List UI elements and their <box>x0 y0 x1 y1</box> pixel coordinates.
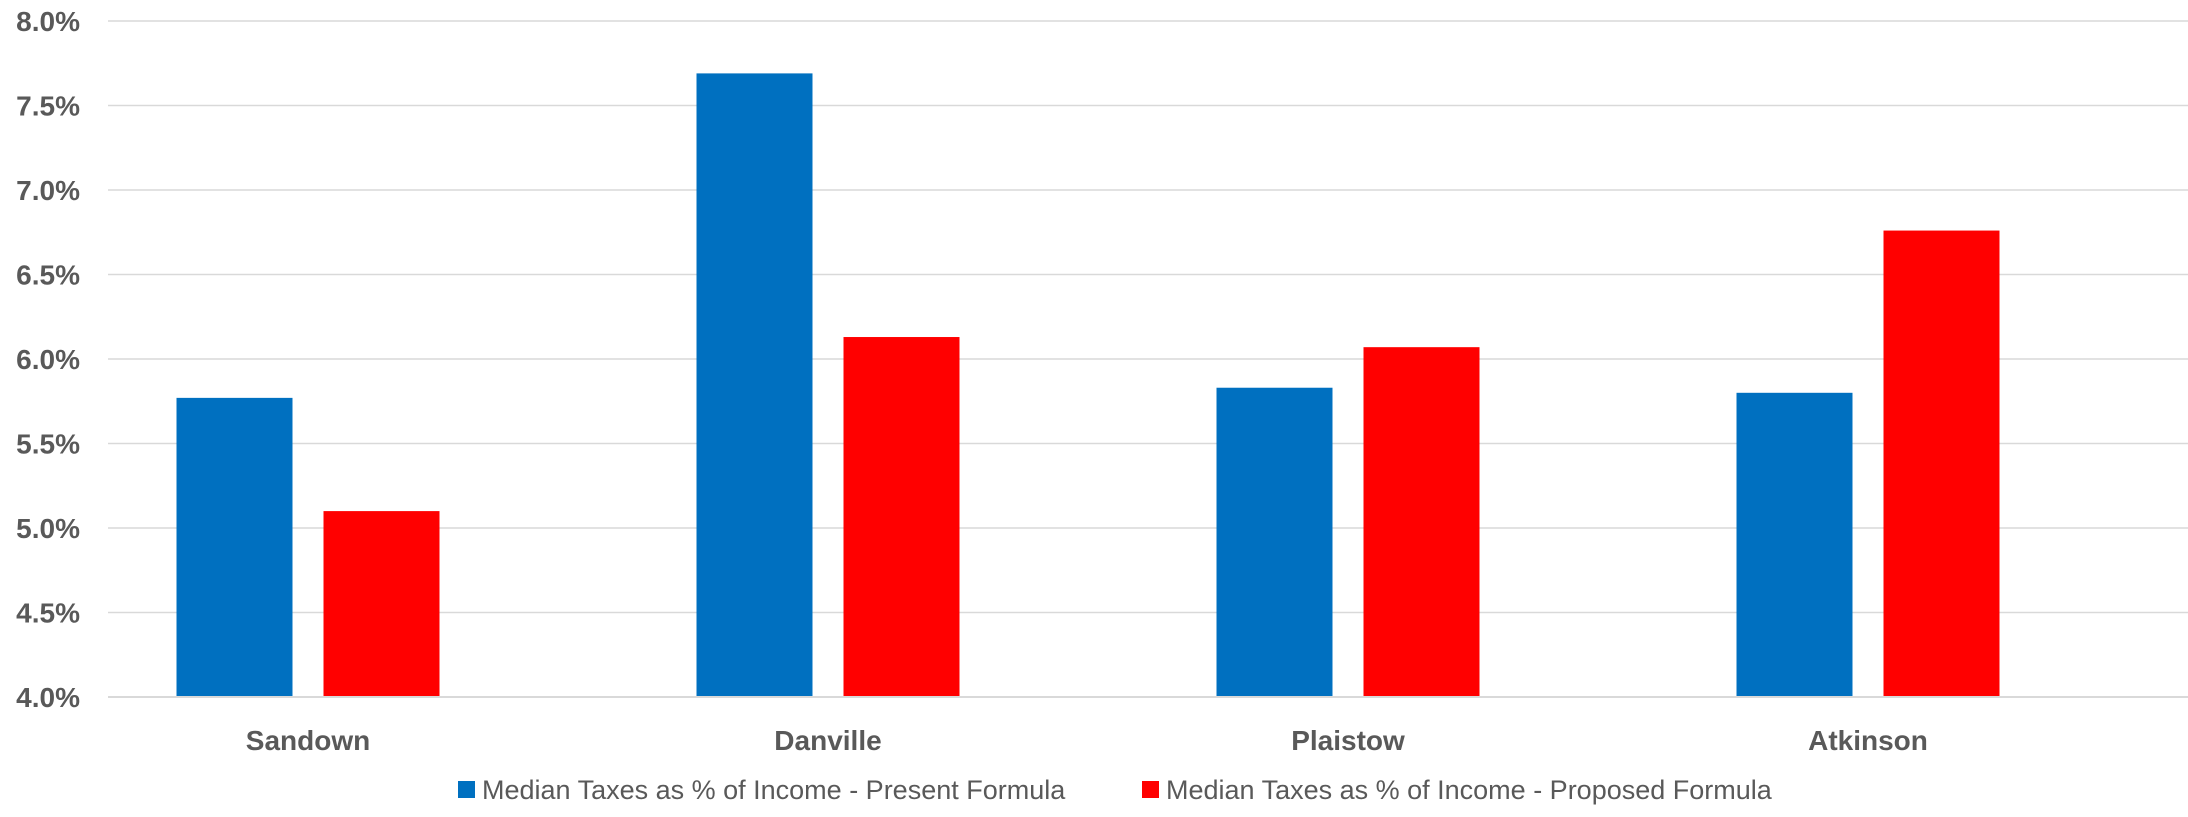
y-tick-label: 7.5% <box>16 91 80 122</box>
y-axis-ticks: 4.0% 4.5% 5.0% 5.5% 6.0% 6.5% 7.0% 7.5% 8.0% <box>16 6 80 713</box>
y-tick-label: 5.5% <box>16 429 80 460</box>
legend-label-series-2: Median Taxes as % of Income - Proposed F… <box>1166 775 1773 805</box>
bar-plaistow-series-1 <box>1216 387 1333 697</box>
y-tick-label: 8.0% <box>16 6 80 37</box>
bar-sandown-series-1 <box>176 397 293 697</box>
x-tick-label-atkinson: Atkinson <box>1808 725 1928 756</box>
x-tick-label-danville: Danville <box>774 725 881 756</box>
bar-atkinson-series-1 <box>1736 392 1853 697</box>
x-tick-label-plaistow: Plaistow <box>1291 725 1405 756</box>
bar-danville-series-2 <box>843 337 960 697</box>
y-tick-label: 6.5% <box>16 260 80 291</box>
y-tick-label: 4.0% <box>16 682 80 713</box>
bar-atkinson-series-2 <box>1883 230 2000 697</box>
bar-sandown-series-2 <box>323 511 440 697</box>
legend: Median Taxes as % of Income - Present Fo… <box>458 775 1773 805</box>
y-tick-label: 4.5% <box>16 598 80 629</box>
bars <box>176 73 2000 697</box>
bar-plaistow-series-2 <box>1363 347 1480 697</box>
legend-label-series-1: Median Taxes as % of Income - Present Fo… <box>482 775 1066 805</box>
y-tick-label: 5.0% <box>16 513 80 544</box>
bar-danville-series-1 <box>696 73 813 697</box>
y-tick-label: 7.0% <box>16 175 80 206</box>
gridlines <box>108 20 2188 614</box>
y-tick-label: 6.0% <box>16 344 80 375</box>
legend-swatch-series-2 <box>1142 781 1159 798</box>
x-axis-ticks: Sandown Danville Plaistow Atkinson <box>246 725 1928 756</box>
x-tick-label-sandown: Sandown <box>246 725 370 756</box>
legend-swatch-series-1 <box>458 781 475 798</box>
